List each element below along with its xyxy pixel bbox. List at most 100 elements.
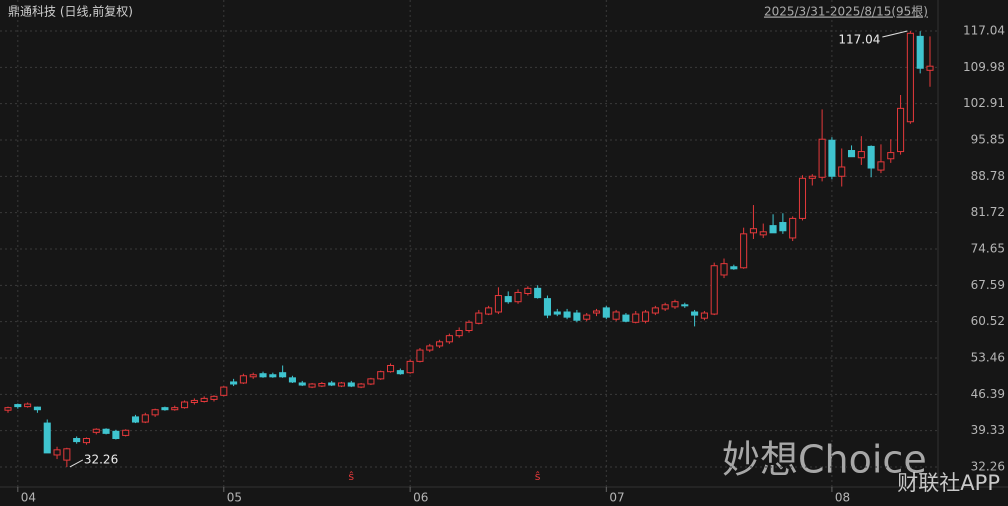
candle-body: [190, 399, 198, 404]
candle-body: [485, 307, 493, 315]
y-tick-label: 39.33: [971, 423, 1005, 437]
candle-body: [82, 438, 91, 444]
candle-body: [279, 372, 287, 378]
candle-body: [141, 414, 149, 423]
candle-body: [43, 422, 51, 454]
y-tick-label: 60.52: [971, 314, 1005, 328]
y-tick-label: 67.59: [971, 278, 1005, 292]
candle-body: [53, 449, 61, 456]
candle-body: [681, 304, 689, 307]
candle-body: [494, 295, 502, 313]
candle-body: [445, 335, 453, 343]
candle-body: [916, 35, 924, 69]
y-tick-label: 81.72: [971, 205, 1005, 219]
candle-body: [857, 151, 865, 159]
candle-body: [269, 374, 277, 378]
candle-body: [200, 397, 208, 402]
y-tick-label: 102.91: [963, 96, 1005, 110]
x-tick-label: 06: [413, 491, 428, 505]
candle-body: [386, 364, 395, 373]
date-range: 2025/3/31-2025/8/15(95根): [764, 5, 928, 19]
candle-body: [112, 430, 120, 440]
candle-body: [583, 314, 591, 320]
x-tick-label: 07: [609, 491, 624, 505]
candle-body: [897, 107, 905, 153]
candle-body: [671, 301, 679, 308]
y-tick-label: 74.65: [971, 242, 1005, 256]
candle-body: [779, 222, 787, 232]
candle-body: [308, 383, 316, 388]
candle-body: [524, 287, 532, 294]
candle-body: [553, 311, 561, 315]
candle-body: [151, 409, 159, 416]
candle-body: [769, 225, 777, 234]
candle-body: [612, 311, 620, 320]
candle-body: [337, 382, 346, 387]
candle-body: [789, 217, 797, 239]
candle-body: [416, 349, 424, 362]
candle-body: [514, 291, 522, 303]
annotation-arrow: [882, 30, 908, 38]
event-marker: ŝ: [348, 470, 354, 483]
candle-body: [877, 161, 885, 171]
candle-body: [887, 152, 895, 160]
candle-body: [181, 401, 189, 409]
candle-body: [651, 307, 659, 314]
x-tick-label: 08: [835, 491, 850, 505]
y-tick-label: 117.04: [963, 24, 1005, 38]
candle-body: [63, 448, 71, 461]
candle-body: [171, 407, 179, 411]
candle-body: [867, 145, 875, 169]
candle-body: [730, 266, 738, 270]
candle-body: [396, 370, 404, 375]
candle-body: [759, 231, 767, 236]
candle-body: [318, 382, 326, 387]
candle-body: [220, 386, 228, 396]
candle-body: [720, 263, 728, 276]
candle-body: [534, 287, 542, 299]
candle-body: [602, 307, 610, 318]
candle-body: [24, 403, 32, 408]
candle-body: [465, 321, 473, 332]
candle-body: [210, 395, 218, 400]
candle-body: [642, 311, 650, 322]
candle-body: [592, 310, 601, 314]
candle-body: [661, 304, 669, 310]
event-marker: ŝ: [535, 470, 541, 483]
y-tick-label: 95.85: [971, 132, 1005, 146]
candle-body: [357, 383, 365, 388]
candle-body: [298, 382, 306, 386]
candle-body: [798, 177, 807, 219]
candle-body: [926, 65, 934, 71]
chart-title: 鼎通科技 (日线,前复权): [8, 4, 133, 19]
candle-body: [73, 438, 81, 443]
candle-body: [622, 314, 630, 322]
candle-body: [122, 429, 130, 436]
candle-body: [406, 360, 414, 374]
candle-body: [259, 373, 267, 378]
candle-body: [573, 312, 581, 321]
y-tick-label: 88.78: [971, 169, 1005, 183]
candle-body: [288, 377, 296, 383]
annotation-label: 32.26: [84, 452, 118, 466]
candle-body: [347, 382, 355, 387]
candle-body: [504, 296, 512, 303]
candle-body: [818, 138, 826, 178]
candle-body: [691, 311, 699, 316]
candle-body: [102, 428, 110, 434]
watermark: 财联社APP: [897, 471, 1000, 495]
candle-body: [377, 371, 385, 380]
candle-body: [230, 381, 238, 385]
candle-body: [828, 139, 836, 177]
annotation-arrow: [69, 459, 84, 468]
candle-body: [436, 341, 444, 347]
candle-body: [808, 175, 816, 179]
candle-body: [749, 228, 757, 234]
candle-body: [92, 428, 100, 433]
y-tick-label: 53.46: [971, 350, 1005, 364]
y-tick-label: 46.39: [971, 387, 1005, 401]
candle-body: [740, 233, 748, 269]
candle-body: [33, 406, 41, 411]
annotation-label: 117.04: [838, 33, 880, 47]
